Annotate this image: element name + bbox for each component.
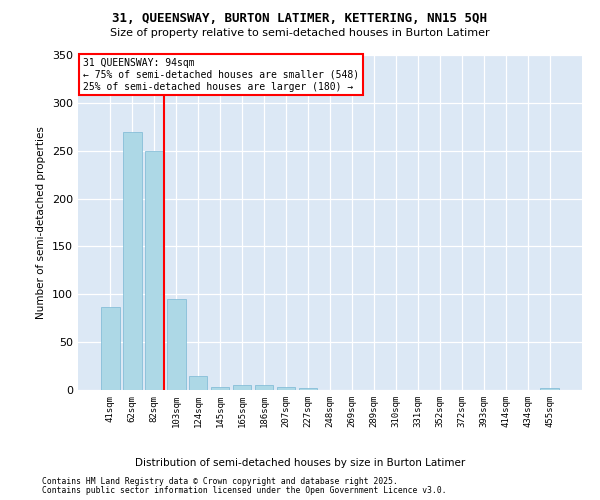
Text: Contains HM Land Registry data © Crown copyright and database right 2025.: Contains HM Land Registry data © Crown c… (42, 477, 398, 486)
Bar (299, 388, 317, 390)
Bar (277, 387, 295, 390)
Y-axis label: Number of semi-detached properties: Number of semi-detached properties (37, 126, 46, 319)
Text: 31 QUEENSWAY: 94sqm
← 75% of semi-detached houses are smaller (548)
25% of semi-: 31 QUEENSWAY: 94sqm ← 75% of semi-detach… (83, 58, 359, 92)
Text: Contains public sector information licensed under the Open Government Licence v3: Contains public sector information licen… (42, 486, 446, 495)
Bar (145, 150, 164, 390)
Bar (167, 299, 185, 390)
Text: Size of property relative to semi-detached houses in Burton Latimer: Size of property relative to semi-detach… (110, 28, 490, 38)
Bar (541, 388, 559, 390)
Text: 31, QUEENSWAY, BURTON LATIMER, KETTERING, NN15 5QH: 31, QUEENSWAY, BURTON LATIMER, KETTERING… (113, 12, 487, 26)
Bar (123, 132, 142, 390)
Bar (189, 376, 208, 390)
Bar (255, 385, 274, 390)
Bar (101, 306, 119, 390)
Bar (211, 387, 229, 390)
Bar (233, 385, 251, 390)
Text: Distribution of semi-detached houses by size in Burton Latimer: Distribution of semi-detached houses by … (135, 458, 465, 468)
